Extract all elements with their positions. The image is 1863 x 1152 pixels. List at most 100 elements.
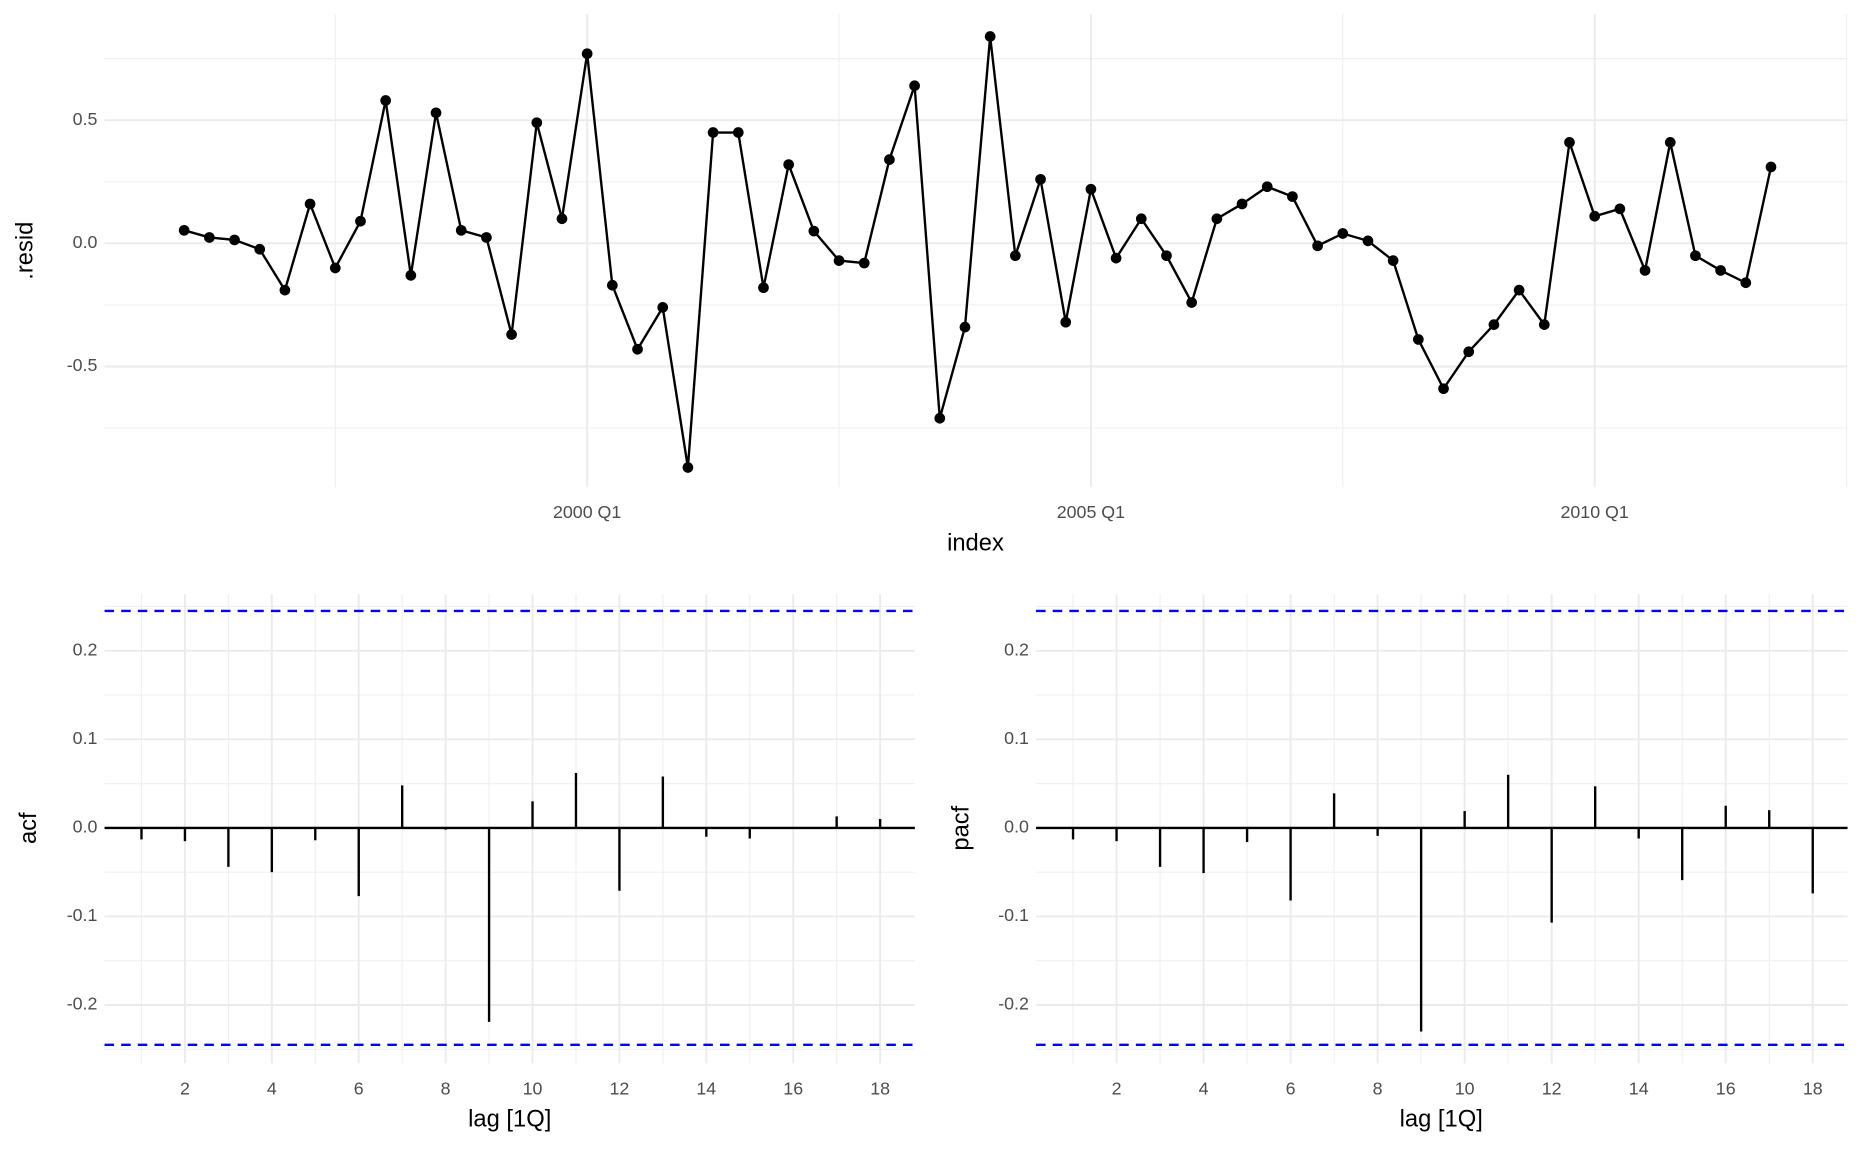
line [183,36,1773,468]
point [1060,316,1072,328]
point [1589,210,1601,222]
x-axis-title: index [947,529,1004,556]
point [657,302,669,313]
point [279,284,291,296]
point [581,48,593,60]
point [1765,161,1777,173]
point [1161,250,1172,262]
y-tick-label: 0.1 [73,728,98,748]
point [1035,173,1046,185]
y-tick-label: 0.2 [73,639,98,659]
x-tick-label: 2005 Q1 [1057,502,1125,522]
point [884,154,895,165]
point [1639,265,1651,276]
x-axis-title: lag [1Q] [468,1106,551,1133]
point [858,257,870,269]
point [1740,277,1752,289]
point [959,321,971,333]
point [203,232,215,243]
point [1664,137,1676,148]
x-tick-label: 8 [1373,1078,1383,1098]
x-tick-label: 2010 Q1 [1560,502,1628,522]
point [833,255,845,266]
point [707,127,719,138]
x-tick-label: 6 [1286,1078,1296,1098]
point [934,412,946,424]
point [1387,255,1399,266]
point [254,243,266,255]
point [1211,213,1223,225]
point [1186,297,1198,308]
point [1287,191,1298,202]
point [1488,319,1500,330]
point [430,107,442,119]
point [1312,240,1323,252]
x-tick-label: 16 [1716,1078,1736,1098]
point [1413,334,1424,345]
point [808,225,820,237]
point [1261,181,1273,193]
point [606,279,618,291]
point [455,224,467,236]
point [682,462,694,473]
x-tick-label: 2000 Q1 [553,502,621,522]
point [506,329,517,340]
y-tick-label: -0.5 [67,355,98,375]
x-tick-label: 4 [267,1078,277,1098]
point [1010,250,1021,262]
point [758,282,769,294]
x-tick-label: 2 [180,1078,190,1098]
y-axis-title: acf [15,812,42,844]
point [1438,383,1449,395]
y-tick-label: -0.2 [67,994,98,1014]
point [1463,346,1475,358]
x-tick-label: 18 [870,1078,890,1098]
x-tick-label: 10 [1455,1078,1475,1098]
x-tick-label: 10 [523,1078,543,1098]
point [909,80,920,92]
y-tick-label: -0.1 [67,905,98,925]
point [732,127,744,138]
x-tick-label: 14 [696,1078,716,1098]
y-tick-label: 0.0 [1004,817,1029,837]
point [1110,252,1122,264]
x-tick-label: 4 [1199,1078,1209,1098]
x-axis-title: lag [1Q] [1400,1106,1483,1133]
x-tick-label: 18 [1803,1078,1823,1098]
point [405,270,417,281]
point [1362,235,1374,247]
point [355,215,366,227]
point [1614,203,1626,215]
y-axis-title: .resid [11,222,38,280]
y-tick-label: -0.2 [998,994,1029,1014]
point [531,117,543,129]
point [1690,250,1701,262]
y-tick-label: 0.0 [73,817,98,837]
point [1564,137,1575,148]
point [380,95,391,106]
x-tick-label: 8 [441,1078,451,1098]
point [783,159,795,170]
y-tick-label: 0.1 [1004,728,1029,748]
point [1337,228,1349,239]
point [1715,265,1726,276]
point [556,213,568,225]
point [178,224,190,236]
y-tick-label: 0.2 [1004,639,1029,659]
x-tick-label: 6 [354,1078,364,1098]
point [304,198,316,210]
x-tick-label: 12 [1542,1078,1562,1098]
y-tick-label: -0.1 [998,905,1029,925]
x-tick-label: 12 [610,1078,630,1098]
point [1135,213,1147,225]
x-tick-label: 14 [1629,1078,1649,1098]
point [1085,183,1097,195]
point [329,262,341,274]
point [1513,284,1525,296]
point [229,234,240,246]
x-tick-label: 16 [783,1078,803,1098]
y-axis-title: pacf [948,805,975,850]
y-tick-label: 0.0 [73,232,98,252]
point [984,31,996,42]
